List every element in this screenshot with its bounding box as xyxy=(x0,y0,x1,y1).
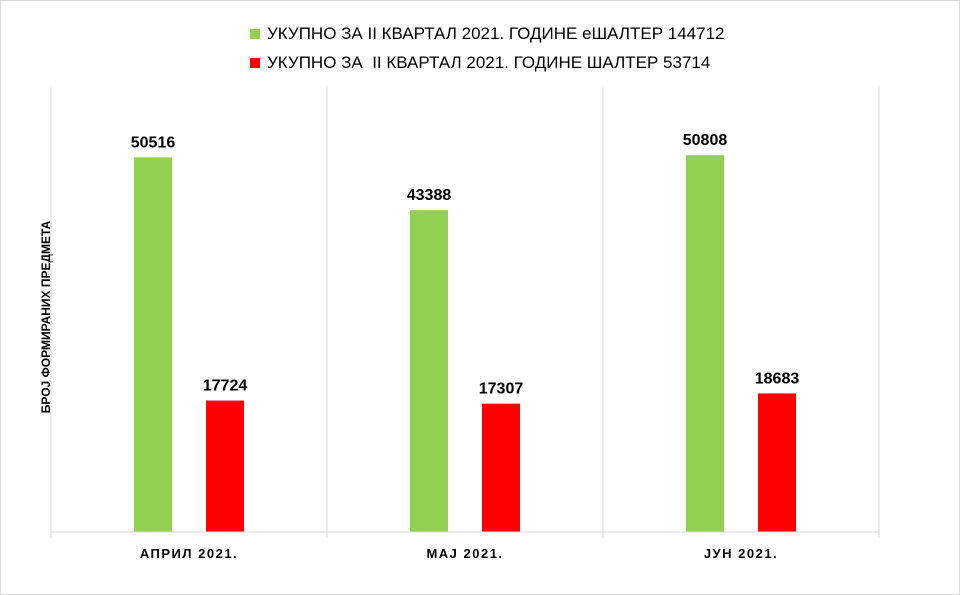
category-separators xyxy=(50,87,880,538)
data-label-0-1: 43388 xyxy=(407,187,452,204)
legend-label-1: УКУПНО ЗА II КВАРТАЛ 2021. ГОДИНЕ ШАЛТЕР… xyxy=(267,53,710,72)
legend-swatch-1 xyxy=(250,58,260,68)
data-labels: 50516 17724 43388 17307 50808 18683 xyxy=(131,132,800,397)
category-label-2: ЈУН 2021. xyxy=(704,546,778,561)
category-labels: АПРИЛ 2021. МАЈ 2021. ЈУН 2021. xyxy=(140,546,778,561)
bar-1-2 xyxy=(758,393,796,532)
bar-1-1 xyxy=(482,403,520,532)
data-label-1-0: 17724 xyxy=(203,378,248,395)
category-label-1: МАЈ 2021. xyxy=(426,546,503,561)
legend-swatch-0 xyxy=(250,29,260,39)
bar-0-1 xyxy=(410,210,448,532)
data-label-0-0: 50516 xyxy=(131,134,176,151)
legend: УКУПНО ЗА II КВАРТАЛ 2021. ГОДИНЕ еШАЛТЕ… xyxy=(250,24,725,72)
data-label-0-2: 50808 xyxy=(683,132,728,149)
bar-0-2 xyxy=(686,155,724,532)
bar-1-0 xyxy=(206,400,244,532)
y-axis-label: БРОЈ ФОРМИРАНИХ ПРЕДМЕТА xyxy=(39,220,53,413)
category-label-0: АПРИЛ 2021. xyxy=(140,546,238,561)
data-label-1-2: 18683 xyxy=(755,370,800,387)
bars xyxy=(134,155,796,532)
legend-label-0: УКУПНО ЗА II КВАРТАЛ 2021. ГОДИНЕ еШАЛТЕ… xyxy=(267,24,725,43)
data-label-1-1: 17307 xyxy=(479,381,524,398)
bar-0-0 xyxy=(134,157,172,532)
